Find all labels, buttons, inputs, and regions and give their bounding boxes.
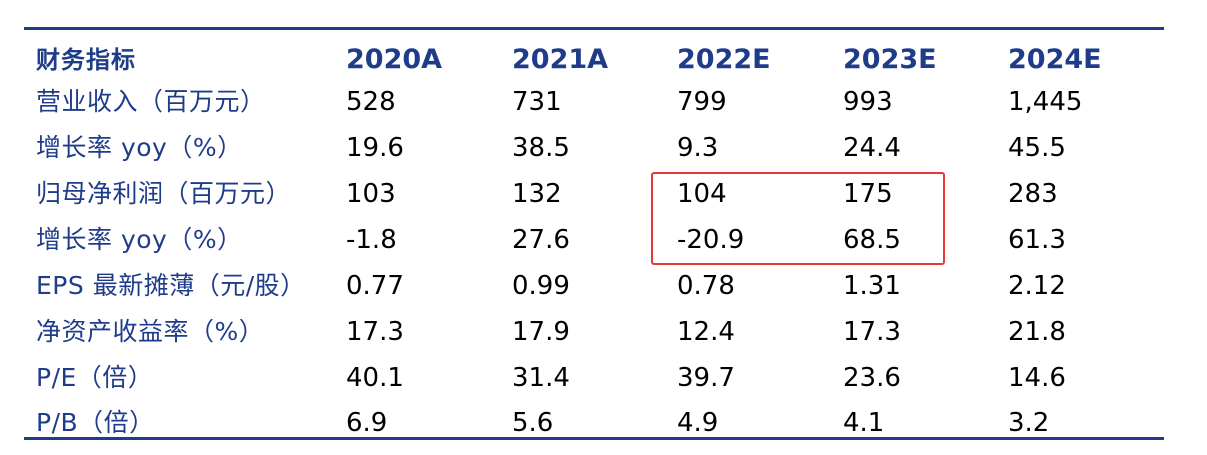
row-label: P/B（倍） — [36, 408, 155, 437]
table-cell: 17.3 — [843, 317, 901, 347]
table-cell: 3.2 — [1008, 408, 1050, 438]
table-cell: 528 — [346, 87, 396, 117]
table-cell: 9.3 — [677, 133, 719, 163]
table-cell: 1.31 — [843, 271, 901, 301]
table-row: 增长率 yoy（%） -1.8 27.6 -20.9 68.5 61.3 — [0, 217, 1207, 263]
table-row: EPS 最新摊薄（元/股） 0.77 0.99 0.78 1.31 2.12 — [0, 263, 1207, 309]
table-bottom-rule — [24, 437, 1164, 440]
table-cell: 27.6 — [512, 225, 570, 255]
table-cell: 17.9 — [512, 317, 570, 347]
header-year: 2022E — [677, 44, 771, 75]
table-cell: -20.9 — [677, 225, 745, 255]
table-cell: 4.1 — [843, 408, 885, 438]
table-cell: 6.9 — [346, 408, 388, 438]
table-cell: 1,445 — [1008, 87, 1083, 117]
table-cell: 132 — [512, 179, 562, 209]
table-row: 营业收入（百万元） 528 731 799 993 1,445 — [0, 79, 1207, 125]
table-cell: 17.3 — [346, 317, 404, 347]
table-cell: 14.6 — [1008, 363, 1066, 393]
row-label: 增长率 yoy（%） — [36, 133, 243, 162]
table-cell: 4.9 — [677, 408, 719, 438]
table-cell: 24.4 — [843, 133, 901, 163]
header-year: 2021A — [512, 44, 609, 75]
row-label: 归母净利润（百万元） — [36, 179, 292, 208]
table-cell: 0.77 — [346, 271, 404, 301]
header-year: 2020A — [346, 44, 443, 75]
table-top-rule — [24, 27, 1164, 30]
row-label: 营业收入（百万元） — [36, 87, 266, 116]
table-cell: 5.6 — [512, 408, 554, 438]
table-cell: 45.5 — [1008, 133, 1066, 163]
table-row: P/E（倍） 40.1 31.4 39.7 23.6 14.6 — [0, 355, 1207, 401]
table-cell: 993 — [843, 87, 893, 117]
header-year: 2023E — [843, 44, 937, 75]
table-cell: 731 — [512, 87, 562, 117]
table-row: 归母净利润（百万元） 103 132 104 175 283 — [0, 171, 1207, 217]
row-label: P/E（倍） — [36, 363, 154, 392]
table-cell: 103 — [346, 179, 396, 209]
table-cell: 39.7 — [677, 363, 735, 393]
header-year: 2024E — [1008, 44, 1102, 75]
table-cell: 21.8 — [1008, 317, 1066, 347]
row-label: 增长率 yoy（%） — [36, 225, 243, 254]
table-cell: 0.78 — [677, 271, 735, 301]
table-cell: 38.5 — [512, 133, 570, 163]
table-cell: 68.5 — [843, 225, 901, 255]
header-label: 财务指标 — [36, 46, 136, 74]
table-cell: 23.6 — [843, 363, 901, 393]
table-cell: 40.1 — [346, 363, 404, 393]
table-cell: -1.8 — [346, 225, 397, 255]
table-header-row: 财务指标 2020A 2021A 2022E 2023E 2024E — [0, 37, 1207, 83]
table-cell: 283 — [1008, 179, 1058, 209]
table-row: P/B（倍） 6.9 5.6 4.9 4.1 3.2 — [0, 400, 1207, 446]
table-cell: 31.4 — [512, 363, 570, 393]
table-row: 净资产收益率（%） 17.3 17.9 12.4 17.3 21.8 — [0, 309, 1207, 355]
table-cell: 0.99 — [512, 271, 570, 301]
row-label: 净资产收益率（%） — [36, 317, 265, 346]
table-cell: 104 — [677, 179, 727, 209]
table-cell: 2.12 — [1008, 271, 1066, 301]
highlight-box — [651, 172, 945, 265]
table-cell: 12.4 — [677, 317, 735, 347]
table-cell: 175 — [843, 179, 893, 209]
table-cell: 19.6 — [346, 133, 404, 163]
table-cell: 799 — [677, 87, 727, 117]
table-cell: 61.3 — [1008, 225, 1066, 255]
table-row: 增长率 yoy（%） 19.6 38.5 9.3 24.4 45.5 — [0, 125, 1207, 171]
row-label: EPS 最新摊薄（元/股） — [36, 271, 306, 300]
